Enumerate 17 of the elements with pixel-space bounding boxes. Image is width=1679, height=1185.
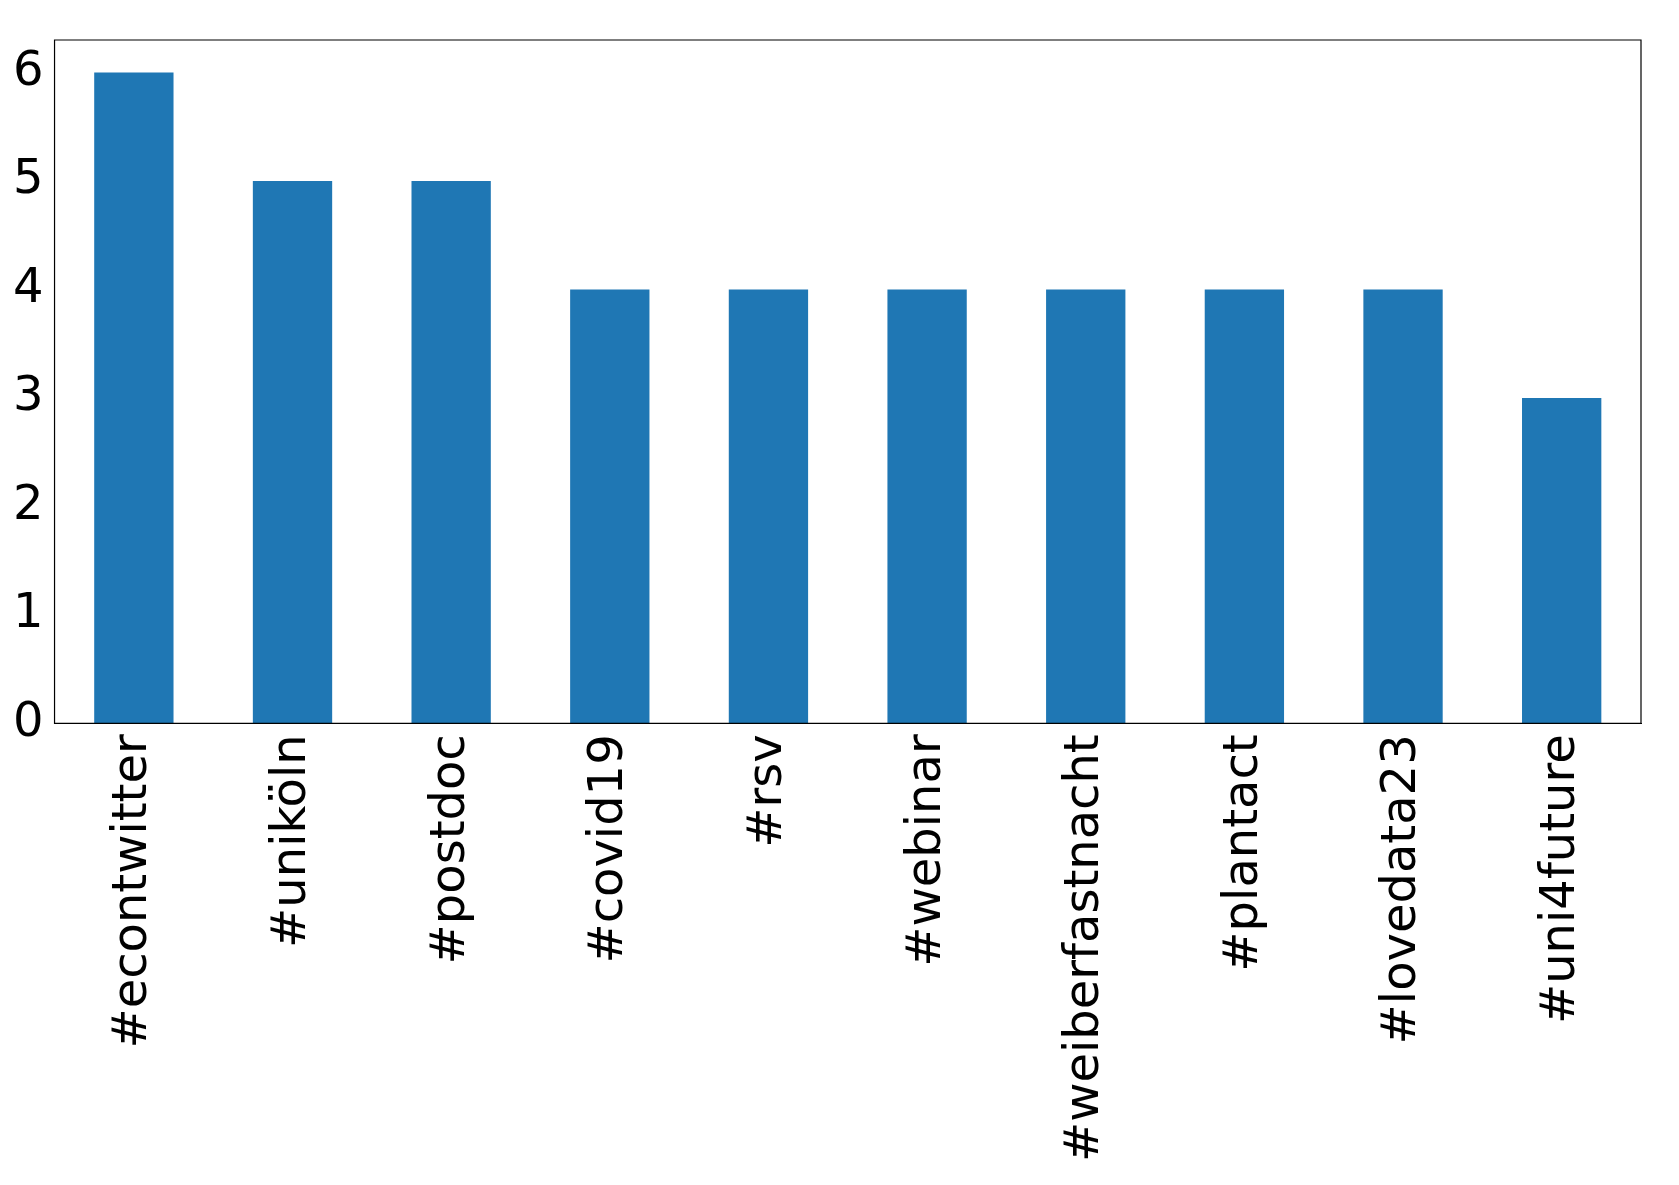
x-tick-label: #lovedata23 <box>1370 734 1427 1045</box>
y-tick-label: 5 <box>12 148 44 205</box>
x-tick-label: #uniköln <box>259 734 316 948</box>
x-tick-label: #webinar <box>894 734 951 967</box>
x-tick-label: #rsv <box>735 734 792 848</box>
y-tick-label: 3 <box>12 365 44 422</box>
y-tick-label: 1 <box>12 582 44 639</box>
y-tick-label: 2 <box>12 473 44 530</box>
x-tick-label: #covid19 <box>577 734 634 964</box>
x-tick-label: #postdoc <box>418 734 475 965</box>
x-tick-label: #econtwitter <box>101 734 158 1049</box>
x-tick-label: #weiberfastnacht <box>1053 734 1110 1162</box>
x-tick-label: #plantact <box>1211 734 1268 972</box>
x-tick-label: #uni4future <box>1529 734 1586 1025</box>
y-tick-label: 4 <box>12 256 44 313</box>
y-tick-label: 0 <box>12 690 44 747</box>
y-tick-label: 6 <box>12 40 44 97</box>
